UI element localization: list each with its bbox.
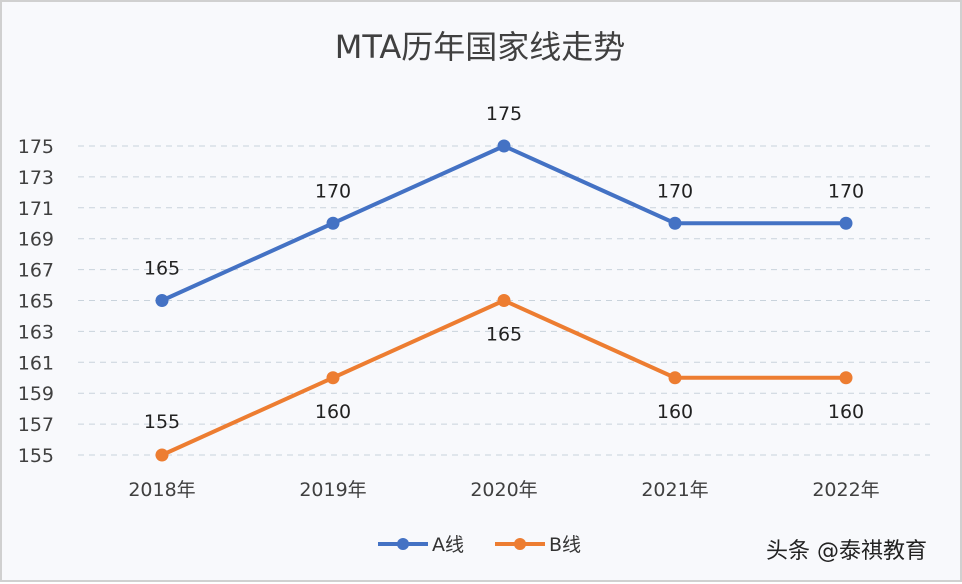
series-line-a <box>161 144 846 303</box>
data-label: 155 <box>144 411 180 433</box>
data-point <box>326 371 340 385</box>
data-point <box>155 294 169 307</box>
data-label: 170 <box>315 180 351 202</box>
data-label: 170 <box>657 180 693 202</box>
y-tick-label: 167 <box>18 260 54 282</box>
data-point <box>497 294 511 307</box>
y-tick-label: 165 <box>18 291 54 313</box>
x-tick-label: 2021年 <box>641 479 708 501</box>
data-label: 160 <box>657 401 693 423</box>
y-tick-label: 161 <box>18 352 54 374</box>
legend-label: B线 <box>549 534 581 556</box>
data-label: 170 <box>828 180 864 202</box>
chart-title: MTA历年国家线走势 <box>335 28 626 66</box>
y-tick-label: 171 <box>18 198 54 220</box>
x-tick-label: 2019年 <box>299 479 366 501</box>
y-tick-label: 157 <box>18 414 54 436</box>
data-point <box>155 448 169 462</box>
y-tick-label: 173 <box>18 167 54 189</box>
y-tick-label: 169 <box>18 229 54 251</box>
y-tick-label: 155 <box>18 445 54 467</box>
data-point <box>326 216 340 230</box>
data-label: 175 <box>486 103 522 125</box>
x-tick-label: 2022年 <box>812 479 879 501</box>
data-point <box>839 216 853 230</box>
x-tick-label: 2018年 <box>128 479 195 501</box>
y-tick-label: 159 <box>18 383 54 405</box>
data-label: 160 <box>315 401 351 423</box>
y-tick-label: 163 <box>18 321 54 343</box>
legend-label: A线 <box>432 534 464 556</box>
data-point <box>839 371 853 385</box>
data-point <box>497 139 511 153</box>
legend-marker-icon <box>514 538 526 550</box>
legend-marker-icon <box>397 538 409 550</box>
data-point <box>668 371 682 385</box>
data-label: 165 <box>144 258 180 280</box>
data-point <box>668 216 682 230</box>
y-tick-label: 175 <box>18 136 54 158</box>
data-label: 165 <box>486 324 522 346</box>
data-label: 160 <box>828 401 864 423</box>
x-tick-label: 2020年 <box>470 479 537 501</box>
watermark: 头条 @泰祺教育 <box>766 539 927 564</box>
